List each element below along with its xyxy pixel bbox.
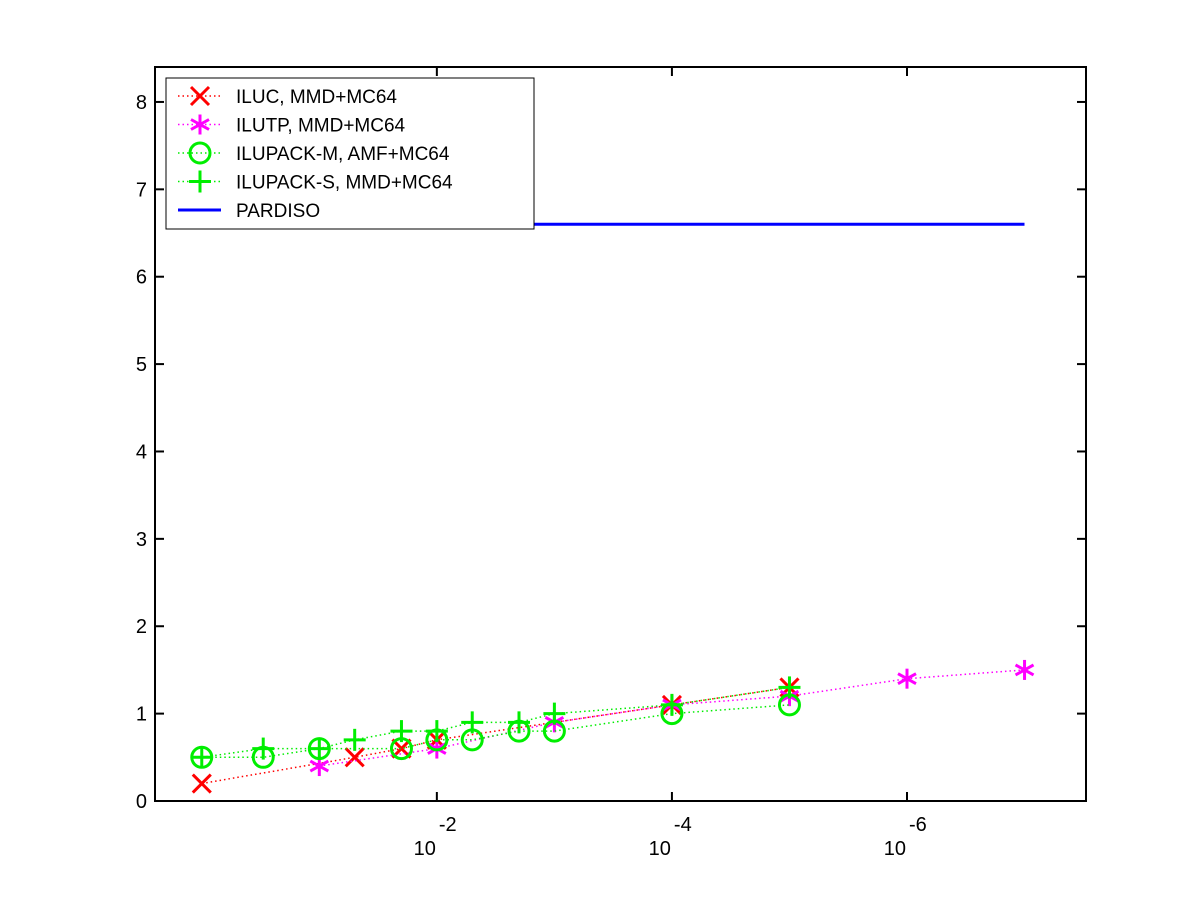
legend-marker-2 bbox=[188, 141, 212, 165]
series-3 bbox=[190, 676, 801, 769]
series-3-point-5 bbox=[425, 720, 448, 743]
legend-entry-2: ILUPACK-M, AMF+MC64 bbox=[178, 141, 450, 165]
series-3-point-10 bbox=[778, 676, 801, 699]
series-3-point-8 bbox=[543, 702, 566, 725]
series-3-point-1 bbox=[252, 737, 275, 760]
series-2-line bbox=[201, 704, 790, 759]
legend-entry-0: ILUC, MMD+MC64 bbox=[178, 85, 397, 108]
series-3-point-4 bbox=[390, 720, 413, 743]
legend-label-2: ILUPACK-M, AMF+MC64 bbox=[236, 144, 450, 165]
x-tick-label-exponent-0: -2 bbox=[439, 814, 457, 836]
x-tick-label-exponent-1: -4 bbox=[674, 814, 692, 836]
legend-label-4: PARDISO bbox=[236, 201, 320, 222]
legend-entry-1: ILUTP, MMD+MC64 bbox=[178, 114, 406, 137]
y-tick-label-4: 4 bbox=[136, 441, 147, 463]
y-tick-label-6: 6 bbox=[136, 267, 147, 289]
legend-marker-3 bbox=[189, 170, 211, 193]
x-tick-label-base-1: 10 bbox=[649, 838, 671, 860]
y-tick-label-5: 5 bbox=[136, 354, 147, 376]
x-tick-label-base-2: 10 bbox=[884, 838, 906, 860]
legend: ILUC, MMD+MC64 ILUTP, MMD+MC64 ILUPACK-M, … bbox=[165, 77, 535, 230]
series-3-point-7 bbox=[508, 711, 531, 734]
series-3-point-3 bbox=[343, 728, 366, 751]
x-tick-label-base-0: 10 bbox=[414, 838, 436, 860]
y-tick-label-2: 2 bbox=[136, 616, 147, 638]
y-tick-label-8: 8 bbox=[136, 92, 147, 114]
x-tick-label-exponent-2: -6 bbox=[909, 814, 927, 836]
series-0-line bbox=[201, 686, 790, 785]
legend-box bbox=[165, 77, 535, 230]
series-3-point-2 bbox=[308, 737, 331, 760]
legend-label-3: ILUPACK-S, MMD+MC64 bbox=[236, 173, 453, 194]
legend-label-1: ILUTP, MMD+MC64 bbox=[236, 116, 406, 137]
series-3-point-0 bbox=[190, 746, 213, 769]
plot-frame bbox=[154, 66, 1087, 802]
series-3-point-9 bbox=[660, 693, 683, 716]
series-1-point-6 bbox=[1014, 659, 1035, 680]
series-0-point-1 bbox=[344, 747, 365, 768]
legend-entry-3: ILUPACK-S, MMD+MC64 bbox=[178, 170, 453, 194]
series-3-line bbox=[201, 686, 790, 759]
legend-marker-0 bbox=[189, 85, 211, 107]
y-tick-label-3: 3 bbox=[136, 529, 147, 551]
series-0-point-0 bbox=[191, 773, 212, 794]
legend-label-0: ILUC, MMD+MC64 bbox=[236, 87, 397, 108]
y-tick-label-7: 7 bbox=[136, 179, 147, 201]
legend-entry-4: PARDISO bbox=[178, 201, 320, 222]
y-tick-label-1: 1 bbox=[136, 704, 147, 726]
legend-marker-1 bbox=[190, 114, 210, 135]
y-tick-label-0: 0 bbox=[136, 791, 147, 813]
series-layer bbox=[190, 222, 1035, 794]
series-3-point-6 bbox=[461, 711, 484, 734]
series-1-point-5 bbox=[897, 668, 917, 689]
